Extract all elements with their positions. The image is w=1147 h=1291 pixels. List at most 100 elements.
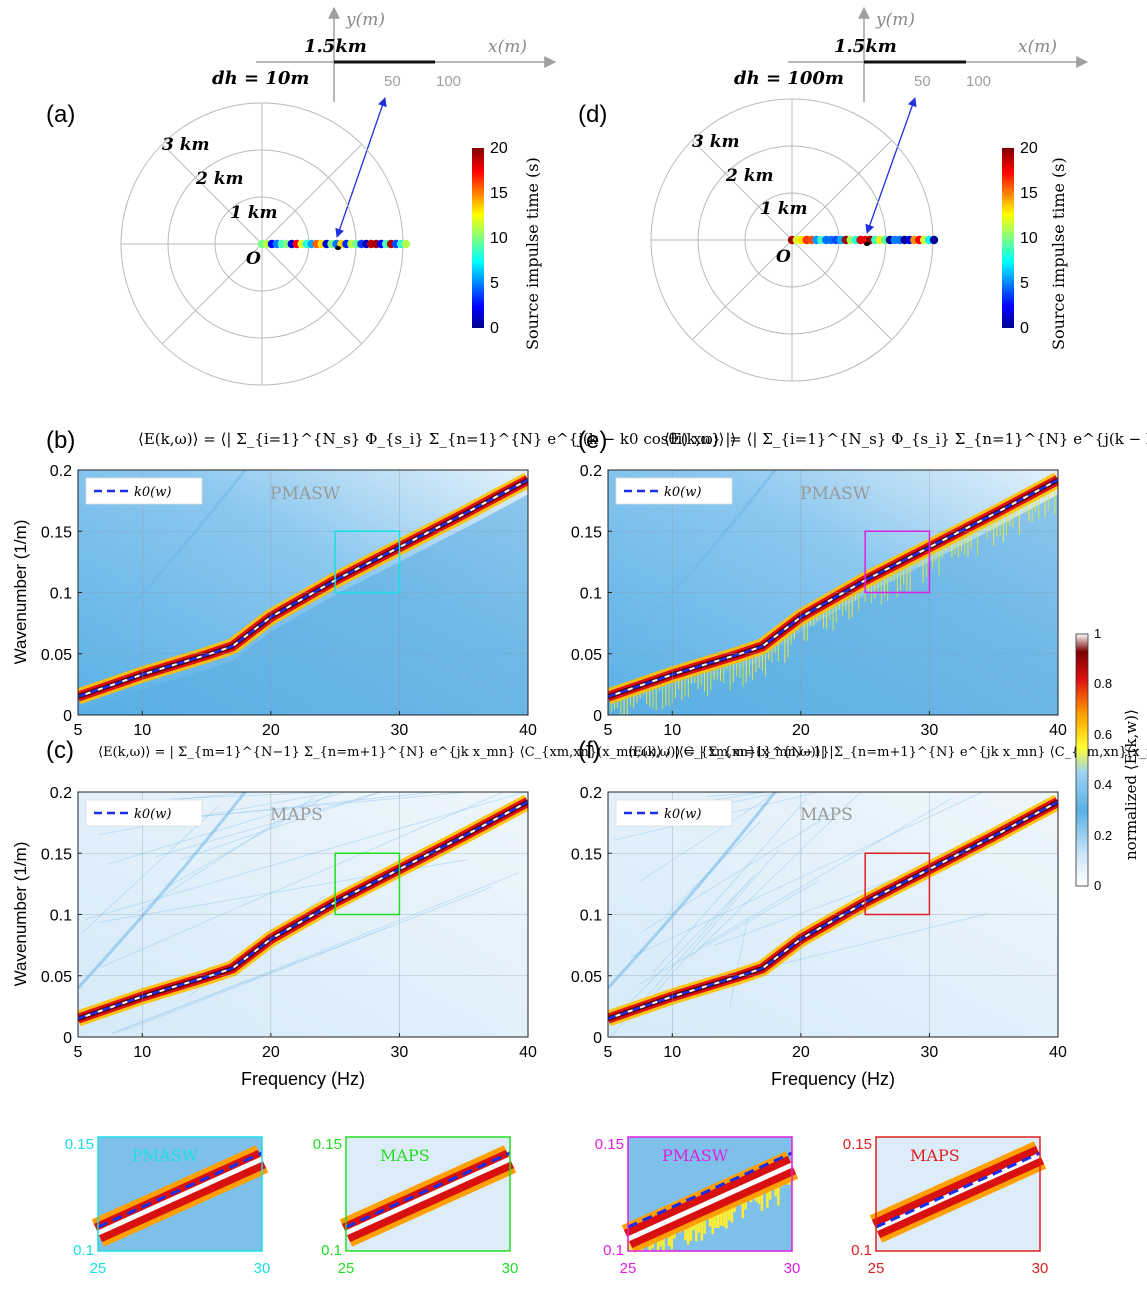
panel-c: (c) ⟨E(k,ω)⟩ = | Σ_{m=1}^{N−1} Σ_{n=m+1}… xyxy=(11,737,834,1089)
x-axis-label-a: x(m) xyxy=(488,37,527,57)
inset-x-tick-right: 30 xyxy=(254,1260,271,1277)
origin-label-d: O xyxy=(776,247,791,267)
higher-mode-ridge xyxy=(78,470,247,668)
sidelobe-streak xyxy=(620,878,753,1012)
colorbar-gradient-d xyxy=(1002,148,1014,328)
y-tick-label: 0 xyxy=(593,1030,602,1047)
cbar-tick-0-a: 0 xyxy=(490,320,499,337)
inset-k0-curve xyxy=(345,1151,511,1229)
y-tick-label: 0.05 xyxy=(571,969,602,986)
y-tick-label: 0.05 xyxy=(41,647,72,664)
polar-spoke xyxy=(161,243,263,345)
energy-floor xyxy=(608,494,1058,715)
origin-label-a: O xyxy=(246,249,261,269)
x-tick-label: 10 xyxy=(663,1044,681,1061)
spacing-label-a: dh = 10m xyxy=(212,68,309,89)
energy-tick-08: 0.8 xyxy=(1094,676,1112,691)
higher-mode-ridge xyxy=(78,792,247,990)
energy-tick-02: 0.2 xyxy=(1094,828,1112,843)
x-tick-label: 5 xyxy=(74,1044,83,1061)
energy-colorbar: 0 0.2 0.4 0.6 0.8 1 normalized ⟨E(k,w)⟩ xyxy=(1075,626,1140,893)
y-tick-label: 0 xyxy=(593,708,602,725)
legend: k0(w) xyxy=(85,477,203,505)
method-label-b: PMASW xyxy=(270,484,341,504)
sidelobe-streak xyxy=(639,880,820,985)
inset-x-tick-left: 25 xyxy=(90,1260,107,1277)
sidelobe-streak xyxy=(150,792,468,822)
inset-title: MAPS xyxy=(380,1146,430,1165)
polar-panel-d: (d) y(m) x(m) 1.5km dh = 100m 50 100 1 k… xyxy=(578,6,1089,382)
legend-label: k0(w) xyxy=(134,807,171,822)
zoom-box xyxy=(334,530,401,594)
legend-label: k0(w) xyxy=(134,485,171,500)
panel-f: (f) ⟨E(k,ω)⟩ = | Σ_{m=1}^{N−1} Σ_{n=m+1}… xyxy=(571,737,1147,1089)
heatmap-e: k0(w) 5 10 20 30 40 0 0.05 0.1 0.15 0.2 xyxy=(571,463,1067,739)
inset-k0-curve xyxy=(627,1151,793,1229)
inset-y-tick-bottom: 0.1 xyxy=(321,1242,342,1259)
sidelobe-streak xyxy=(98,792,335,836)
array-length-a: 1.5km xyxy=(304,36,367,57)
energy-tick-04: 0.4 xyxy=(1094,777,1112,792)
sidelobe-streak xyxy=(654,849,780,994)
panel-e: (e) ⟨E(k,ω)⟩ = ⟨| Σ_{i=1}^{N_s} Φ_{s_i} … xyxy=(571,427,1147,739)
array-inset-d: y(m) x(m) 1.5km dh = 100m 50 100 xyxy=(734,6,1089,234)
panel-label-c: (c) xyxy=(46,737,74,764)
cbar-tick-5-a: 5 xyxy=(490,275,499,292)
inset-tick-50-a: 50 xyxy=(384,73,401,90)
legend-box xyxy=(85,799,203,827)
energy-tick-06: 0.6 xyxy=(1094,727,1112,742)
ring-label-3km-a: 3 km xyxy=(162,135,210,155)
heatmap-b: k0(w) 5 10 20 30 40 0 0.05 0.1 0.15 0.2 xyxy=(41,463,537,739)
y-tick-label: 0.1 xyxy=(50,908,72,925)
inset-y-tick-bottom: 0.1 xyxy=(851,1242,872,1259)
polar-spoke xyxy=(691,239,793,341)
receiver-array-marker xyxy=(864,242,870,246)
sidelobe-streak xyxy=(690,792,862,958)
equation-c: ⟨E(k,ω)⟩ = | Σ_{m=1}^{N−1} Σ_{n=m+1}^{N}… xyxy=(98,745,834,760)
y-tick-label: 0.2 xyxy=(580,785,602,802)
y-tick-label: 0.1 xyxy=(580,586,602,603)
x-tick-label: 20 xyxy=(262,1044,280,1061)
inset-tick-100-a: 100 xyxy=(436,73,461,90)
inset-y-tick-bottom: 0.1 xyxy=(603,1242,624,1259)
sidelobe-streak xyxy=(113,872,519,1034)
cbar-tick-20-d: 20 xyxy=(1020,140,1038,157)
legend: k0(w) xyxy=(615,799,733,827)
inset-ridge-peak xyxy=(874,1152,1042,1232)
sidelobe-streak xyxy=(100,792,501,968)
energy-floor xyxy=(78,494,528,715)
panel-label-b: (b) xyxy=(46,427,75,454)
inset-title: MAPS xyxy=(910,1146,960,1165)
inset-k0-curve xyxy=(875,1151,1041,1229)
x-tick-label: 10 xyxy=(663,722,681,739)
heatmap-body xyxy=(78,792,528,1037)
zoom-inset: MAPS 0.15 0.125 30 xyxy=(843,1136,1049,1277)
cbar-tick-5-d: 5 xyxy=(1020,275,1029,292)
y-axis-label-d: y(m) xyxy=(875,10,915,30)
equation-e: ⟨E(k,ω)⟩ = ⟨| Σ_{i=1}^{N_s} Φ_{s_i} Σ_{n… xyxy=(664,430,1147,448)
x-tick-label: 40 xyxy=(1049,1044,1067,1061)
sidelobe-streak xyxy=(698,797,954,949)
x-tick-label: 30 xyxy=(391,1044,409,1061)
sidelobe-streak xyxy=(729,917,749,1007)
cbar-tick-10-a: 10 xyxy=(490,230,508,247)
x-tick-label: 10 xyxy=(133,1044,151,1061)
legend: k0(w) xyxy=(615,477,733,505)
higher-mode-ridge xyxy=(608,470,777,668)
inset-ridge-peak xyxy=(344,1156,512,1236)
xlabel-c: Frequency (Hz) xyxy=(241,1069,365,1089)
cbar-tick-0-d: 0 xyxy=(1020,320,1029,337)
ylabel-c: Wavenumber (1/m) xyxy=(11,842,30,987)
zoom-inset: PMASW 0.15 0.125 30 xyxy=(65,1136,271,1277)
receiver-array-marker xyxy=(335,246,341,250)
energy-colorbar-gradient xyxy=(1075,633,1089,887)
x-tick-label: 40 xyxy=(519,722,537,739)
inset-frame xyxy=(627,1136,793,1252)
cbar-tick-15-a: 15 xyxy=(490,185,508,202)
polar-panel-a: (a) y(m) x(m) 1.5km dh = 10m 50 100 1 km… xyxy=(46,6,557,386)
array-inset-a: y(m) x(m) 1.5km dh = 10m 50 100 xyxy=(212,6,557,238)
zoom-arrow-a xyxy=(335,97,387,238)
ylabel-b: Wavenumber (1/m) xyxy=(11,520,30,665)
y-tick-label: 0.05 xyxy=(41,969,72,986)
inset-y-tick-top: 0.15 xyxy=(843,1136,872,1153)
